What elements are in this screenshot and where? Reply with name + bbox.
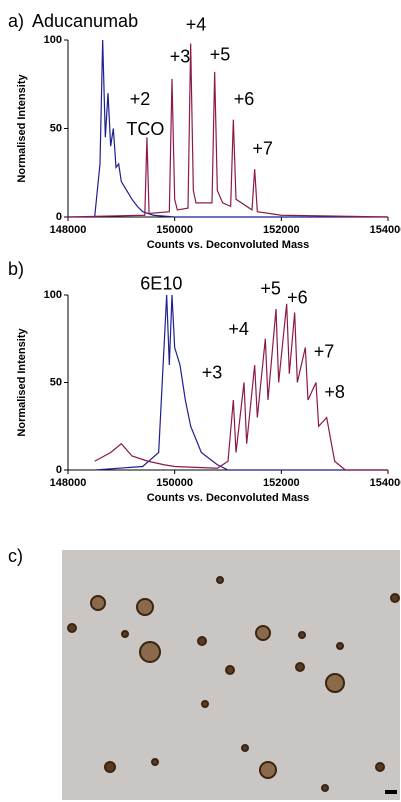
image-background <box>62 550 400 800</box>
x-tick-label: 152000 <box>263 224 300 236</box>
spectrum-line <box>94 303 388 471</box>
y-tick-label: 50 <box>50 122 62 134</box>
peak-annotation: +7 <box>314 342 335 362</box>
x-axis-label: Counts vs. Deconvoluted Mass <box>147 492 310 504</box>
spectrum-line <box>68 39 388 218</box>
x-tick-label: 150000 <box>156 224 193 236</box>
x-tick-label: 154000 <box>370 477 401 489</box>
x-tick-label: 150000 <box>156 477 193 489</box>
x-axis-label: Counts vs. Deconvoluted Mass <box>147 239 310 251</box>
spectrum-line <box>94 294 388 471</box>
peak-annotation: TCO <box>126 119 164 139</box>
chart-title: Aducanumab <box>32 11 138 31</box>
y-tick-label: 0 <box>56 464 62 476</box>
y-tick-label: 100 <box>44 34 62 46</box>
peak-annotation: +3 <box>170 46 191 66</box>
peak-annotation: +6 <box>287 287 308 307</box>
peak-annotation: +6 <box>234 89 255 109</box>
micrograph <box>62 550 400 800</box>
panel-label: b) <box>8 259 24 279</box>
peak-annotation: +5 <box>210 45 231 65</box>
y-axis-label: Normalised Intensity <box>16 74 28 183</box>
peak-annotation: +3 <box>202 363 223 383</box>
x-tick-label: 148000 <box>50 477 87 489</box>
peak-annotation: +5 <box>260 279 281 299</box>
y-tick-label: 100 <box>44 289 62 301</box>
y-tick-label: 0 <box>56 211 62 223</box>
peak-annotation: +8 <box>324 382 345 402</box>
peak-annotation: +2 <box>130 89 151 109</box>
x-tick-label: 152000 <box>263 477 300 489</box>
x-tick-label: 148000 <box>50 224 87 236</box>
panel-label: c) <box>8 546 23 566</box>
y-axis-label: Normalised Intensity <box>16 328 28 437</box>
peak-annotation: 6E10 <box>140 273 182 293</box>
peak-annotation: +4 <box>186 15 207 35</box>
x-tick-label: 154000 <box>370 224 401 236</box>
plaques <box>67 576 400 792</box>
panel-label: a) <box>8 11 24 31</box>
peak-annotation: +4 <box>228 319 249 339</box>
y-tick-label: 50 <box>50 376 62 388</box>
spectrum-line <box>67 43 389 218</box>
scale-bar <box>385 790 397 794</box>
peak-annotation: +7 <box>252 138 273 158</box>
